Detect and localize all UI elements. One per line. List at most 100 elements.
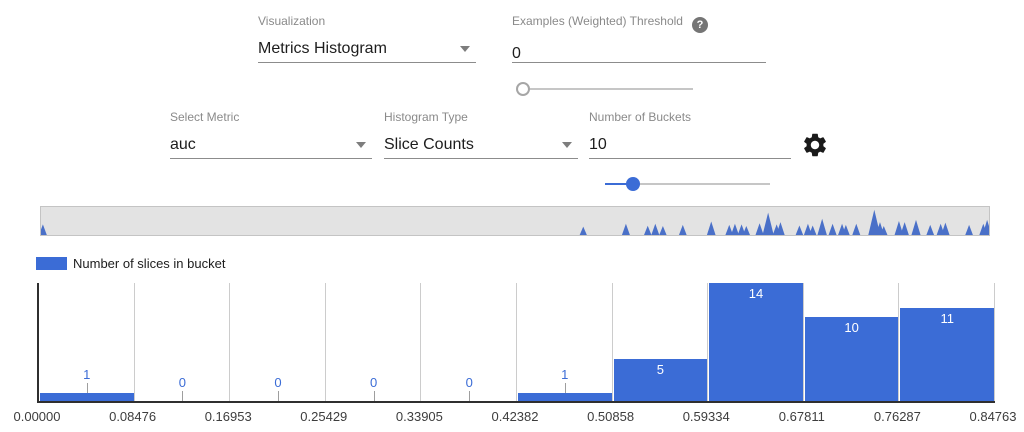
select-metric-value: auc [170,136,196,153]
x-axis-tick-label: 0.84763 [969,409,1017,424]
histogram-bar[interactable] [804,316,899,401]
gridline [802,283,804,401]
histogram-bar[interactable] [40,392,134,401]
bar-value-label: 1 [561,366,569,382]
bar-value-label: 0 [465,375,473,390]
chevron-down-icon[interactable] [356,142,366,148]
threshold-field[interactable]: Examples (Weighted) Threshold? 0 [512,14,766,63]
bar-label-stem [564,382,566,393]
x-axis-tick-label: 0.50858 [587,409,635,424]
gridline [707,283,709,401]
visualization-label: Visualization [258,14,326,28]
num-buckets-value: 10 [589,136,607,153]
slice-spike [621,223,630,235]
histogram-bar[interactable] [613,358,708,401]
x-axis-labels: 0.00000 0.08476 0.16953 0.25429 0.33905 0.423… [14,409,1017,425]
num-buckets-field[interactable]: Number of Buckets 10 [589,110,791,159]
num-buckets-label: Number of Buckets [589,110,692,124]
threshold-slider[interactable] [515,81,693,97]
slice-spike [817,218,827,235]
slice-spike [730,223,739,235]
slice-spike [842,224,850,235]
legend-color-swatch [36,256,67,270]
chevron-down-icon[interactable] [460,46,470,52]
threshold-value: 0 [512,45,521,62]
bar-label-stem [86,382,88,393]
bar-label-stem [469,391,471,401]
slice-spike [579,226,587,235]
bar-label-stem [182,391,184,401]
histogram-plot-area[interactable]: 1 0 0 0 0 1 5 14 10 11 [37,283,995,403]
slice-spike [926,224,935,235]
histogram-bar[interactable] [900,308,994,401]
slice-spike [659,226,667,235]
chevron-down-icon[interactable] [562,142,572,148]
x-axis-tick-label: 0.00000 [13,409,61,424]
slice-spike [965,224,973,235]
slice-spike [776,222,785,235]
slice-spike [644,225,652,235]
x-axis-tick-label: 0.76287 [873,409,921,424]
slice-spike [911,219,921,235]
slider-track[interactable] [605,183,770,185]
gridline [420,283,422,401]
settings-gear-icon[interactable] [801,131,829,159]
gridline [133,283,135,401]
slice-spike [737,224,746,235]
gridline [994,283,995,401]
slice-spike [803,223,812,235]
x-axis-tick-label: 0.33905 [395,409,443,424]
bar-label-stem [278,391,279,401]
slice-spike [678,224,687,235]
slice-spike [706,221,716,235]
slice-spike [742,226,750,235]
visualization-select[interactable]: Visualization Metrics Histogram [258,14,476,63]
slice-spike [852,223,861,235]
slider-active-track [605,183,634,185]
select-metric-dropdown[interactable]: Select Metric auc [170,110,372,159]
num-buckets-slider-handle[interactable] [626,177,641,191]
slice-spike [868,209,881,235]
gridline [611,283,613,401]
gridline [516,283,517,401]
histogram-type-value: Slice Counts [384,136,474,153]
visualization-value: Metrics Histogram [258,40,387,57]
histogram-type-dropdown[interactable]: Histogram Type Slice Counts [384,110,578,159]
bar-value-label: 0 [178,375,186,390]
slice-spike [880,226,888,235]
slice-density-spikes [41,209,989,235]
slider-track[interactable] [521,88,693,90]
slice-spike [894,221,904,235]
bar-label-stem [373,391,375,401]
threshold-slider-handle[interactable] [515,82,530,96]
legend-label: Number of slices in bucket [73,255,226,271]
threshold-label: Examples (Weighted) Threshold? [512,14,766,33]
slice-spike [755,223,764,235]
slice-spike [41,224,47,235]
slice-spike [941,222,950,235]
x-axis-tick-label: 0.59334 [682,409,730,424]
x-axis-tick-label: 0.16953 [204,409,252,424]
slice-spike [762,212,774,235]
gridline [324,283,326,401]
x-axis-tick-label: 0.25429 [300,409,348,424]
help-icon[interactable]: ? [691,17,708,33]
slice-spike [828,223,837,235]
gridline [898,283,900,401]
x-axis-tick-label: 0.42382 [491,409,539,424]
slice-overview-strip[interactable] [40,206,990,236]
slice-spike [725,224,734,235]
gridline [229,283,231,401]
bar-value-label: 0 [369,375,378,390]
histogram-bar[interactable] [518,392,612,401]
slice-spike [795,225,804,235]
num-buckets-slider[interactable] [605,176,770,192]
x-axis-tick-label: 0.08476 [109,409,157,424]
chart-legend: Number of slices in bucket [36,255,226,271]
slice-spike [651,223,660,235]
bar-value-label: 1 [83,366,91,382]
bar-value-label: 0 [274,375,282,390]
slice-spike [982,219,989,235]
histogram-bar[interactable] [709,283,803,401]
